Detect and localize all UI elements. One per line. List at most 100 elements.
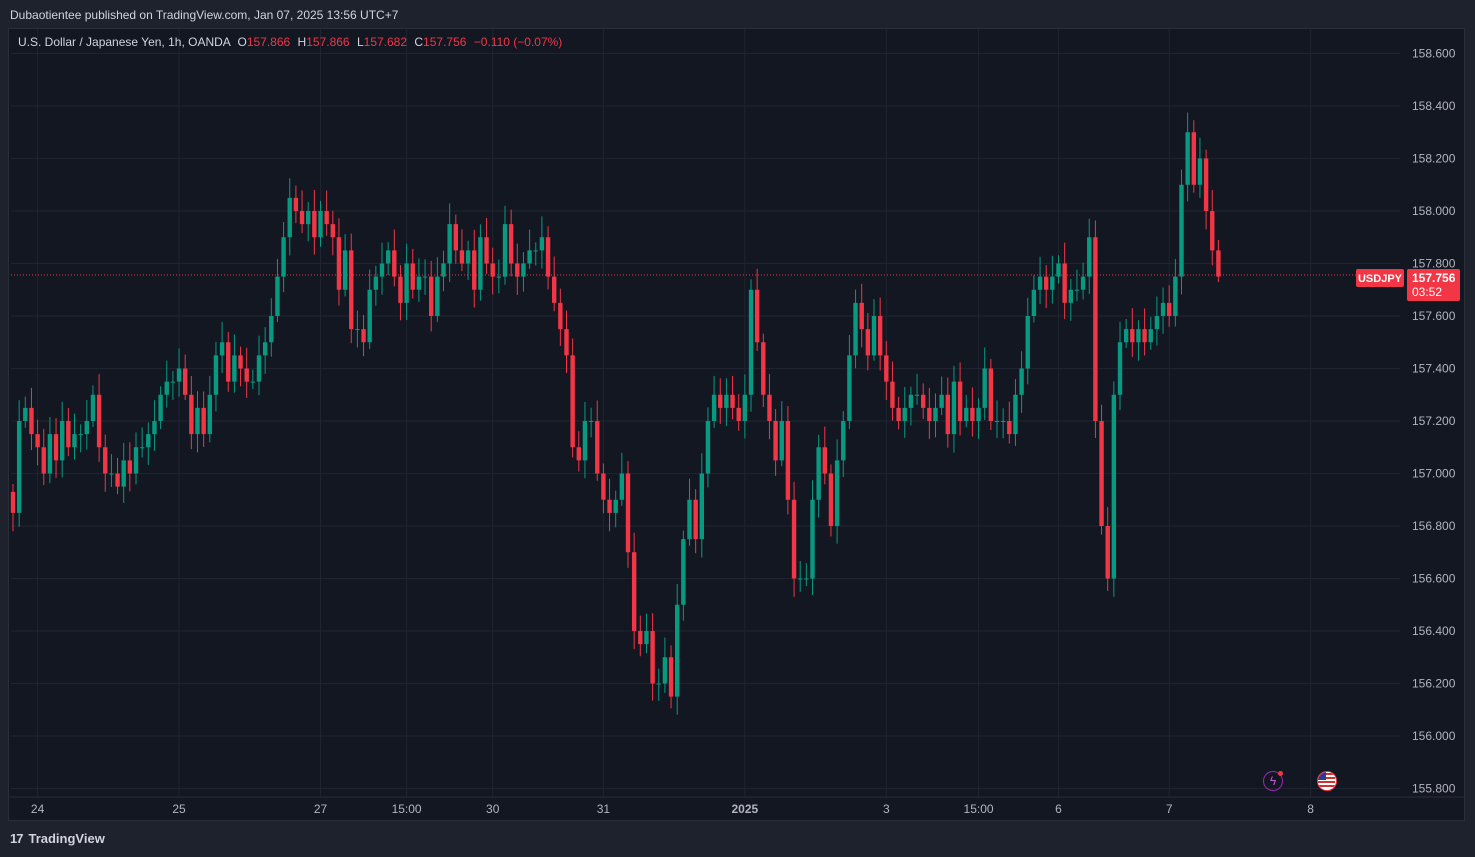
candle-body — [441, 263, 446, 277]
candle — [625, 461, 631, 568]
candle-body — [711, 394, 717, 421]
candle-body — [379, 263, 385, 277]
candle-body — [767, 394, 772, 421]
candle-body — [472, 250, 477, 290]
candle — [564, 310, 569, 373]
candle — [465, 240, 471, 280]
candle-body — [1025, 316, 1030, 369]
price-tick-label: 158.000 — [1412, 204, 1456, 218]
candle — [828, 464, 834, 537]
price-tick-label: 156.200 — [1412, 677, 1456, 691]
candle — [558, 288, 563, 346]
candle-body — [53, 434, 59, 461]
candle — [884, 341, 889, 400]
candle — [515, 243, 520, 295]
candle-body — [951, 381, 957, 435]
candle-body — [804, 578, 809, 580]
candle — [644, 613, 649, 654]
candle-body — [1062, 263, 1067, 303]
candle — [453, 214, 458, 264]
candle — [1080, 262, 1086, 300]
candle — [662, 637, 668, 693]
candle-body — [1216, 250, 1221, 277]
candle-body — [146, 434, 151, 448]
candle-body — [189, 394, 194, 435]
candle — [607, 478, 612, 532]
candle — [109, 454, 114, 487]
time-tick-label: 15:00 — [964, 802, 994, 816]
candle — [650, 613, 655, 701]
candle — [1191, 120, 1196, 193]
candle — [342, 234, 348, 297]
candle-body — [1111, 394, 1117, 579]
lightning-icon[interactable]: ϟ — [1263, 771, 1283, 791]
candle-body — [970, 407, 975, 421]
candle-body — [693, 499, 698, 540]
candle — [1154, 296, 1160, 346]
time-tick-label: 8 — [1307, 802, 1314, 816]
candle — [976, 398, 981, 440]
candle — [1160, 287, 1166, 334]
candle-body — [336, 237, 342, 290]
candle-body — [1031, 289, 1037, 316]
candle-body — [330, 224, 335, 238]
candle — [201, 391, 206, 447]
candle-body — [219, 342, 225, 356]
close-label: C — [414, 35, 424, 49]
tradingview-logo[interactable]: 17 TradingView — [10, 831, 105, 846]
candle-body — [1080, 276, 1086, 290]
candle — [718, 378, 723, 424]
candle-body — [927, 407, 932, 421]
candle — [822, 426, 827, 485]
candle — [392, 229, 397, 287]
candle-body — [232, 355, 237, 382]
price-chart[interactable]: 158.600 158.400 158.200 158.000 157.800 157.6… — [9, 29, 1465, 821]
candle — [1093, 220, 1098, 438]
candle-body — [459, 250, 465, 264]
candle — [927, 387, 932, 439]
candle-body — [964, 407, 969, 421]
candle — [336, 218, 342, 306]
candle — [724, 378, 729, 426]
candle-body — [139, 447, 145, 449]
candle-body — [183, 368, 188, 395]
candle-body — [871, 316, 877, 356]
candle — [539, 216, 545, 269]
candle-body — [484, 237, 489, 264]
candle — [853, 289, 858, 369]
candle-body — [72, 434, 77, 448]
candle — [619, 452, 625, 506]
candle — [293, 185, 299, 224]
chart-frame[interactable]: 158.600 158.400 158.200 158.000 157.800 157.6… — [8, 28, 1465, 821]
candle-body — [681, 539, 686, 605]
candle-body — [1173, 276, 1178, 316]
candle — [508, 209, 514, 277]
candle — [318, 200, 323, 247]
us-flag-icon[interactable] — [1317, 771, 1337, 791]
candle — [668, 645, 674, 709]
candle-body — [1203, 158, 1209, 211]
price-tick-label: 158.200 — [1412, 152, 1456, 166]
candle — [410, 248, 415, 299]
candle — [588, 407, 594, 438]
candle-body — [195, 407, 200, 435]
candle-body — [908, 394, 914, 408]
candle-body — [994, 421, 1000, 422]
candle-body — [1068, 289, 1073, 303]
symbol-legend[interactable]: U.S. Dollar / Japanese Yen, 1h, OANDA O1… — [18, 35, 562, 49]
candle-body — [785, 421, 791, 500]
candle-body — [718, 394, 723, 408]
candle — [262, 327, 268, 374]
candle-body — [539, 237, 545, 251]
candle — [970, 387, 975, 437]
candle — [1074, 269, 1080, 302]
candle — [121, 442, 126, 504]
candle-body — [121, 460, 126, 487]
candle-body — [564, 329, 569, 356]
candle-body — [508, 224, 514, 264]
candle-body — [1191, 132, 1196, 185]
candle-body — [1130, 329, 1135, 343]
candle-body — [90, 394, 96, 421]
candle-body — [748, 289, 754, 395]
candle — [890, 361, 895, 421]
